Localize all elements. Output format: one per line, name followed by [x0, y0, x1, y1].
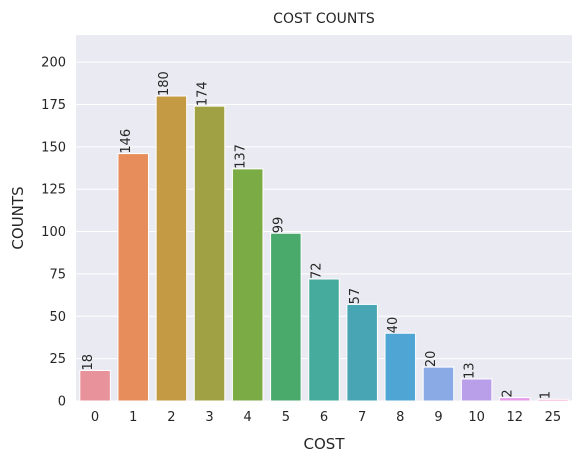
bar-1 [117, 153, 149, 402]
x-tick-label: 3 [205, 410, 213, 425]
data-label: 174 [195, 81, 210, 106]
chart-title: COST COUNTS [273, 11, 375, 27]
x-tick-label: 25 [545, 410, 562, 425]
y-axis-title: COUNTS [9, 186, 27, 249]
data-label: 137 [233, 144, 248, 169]
x-axis-title: COST [304, 435, 346, 453]
data-label: 180 [157, 71, 172, 96]
x-tick-label: 9 [434, 410, 442, 425]
bar-0 [79, 370, 111, 402]
data-label: 57 [348, 288, 363, 305]
y-tick-label: 0 [58, 395, 66, 410]
bar-12 [499, 397, 531, 402]
y-tick-label: 125 [41, 183, 66, 198]
x-tick-label: 8 [396, 410, 404, 425]
x-axis-ticks: 0 1 2 3 4 5 6 7 8 9 10 12 25 [91, 410, 561, 425]
y-tick-label: 75 [49, 267, 66, 282]
x-tick-label: 4 [244, 410, 252, 425]
data-label: 40 [386, 317, 401, 334]
x-tick-label: 10 [468, 410, 485, 425]
bar-2 [155, 95, 188, 402]
bar-7 [346, 303, 378, 402]
x-tick-label: 7 [358, 410, 366, 425]
y-tick-label: 175 [41, 98, 66, 113]
data-label: 99 [272, 217, 287, 234]
y-tick-label: 200 [41, 56, 66, 71]
data-label: 13 [462, 362, 477, 379]
bar-9 [422, 366, 455, 402]
data-label: 2 [501, 389, 516, 397]
x-tick-label: 12 [506, 410, 523, 425]
bar-10 [460, 378, 493, 402]
data-label: 18 [81, 354, 96, 371]
bar-8 [384, 332, 417, 402]
bar-3 [193, 105, 226, 402]
bar-6 [308, 278, 340, 402]
bars [79, 95, 569, 402]
data-label: 1 [539, 391, 554, 399]
bar-4 [231, 168, 264, 402]
bar-5 [270, 232, 302, 402]
y-tick-label: 25 [49, 352, 66, 367]
x-tick-label: 0 [91, 410, 99, 425]
y-tick-label: 100 [41, 225, 66, 240]
data-label: 20 [424, 351, 439, 368]
y-axis-ticks: 0 25 50 75 100 125 150 175 200 [41, 56, 66, 410]
x-tick-label: 5 [282, 410, 290, 425]
data-label: 146 [119, 129, 134, 154]
y-tick-label: 150 [41, 140, 66, 155]
bar-25 [537, 398, 569, 402]
x-tick-label: 1 [129, 410, 137, 425]
x-tick-label: 6 [320, 410, 328, 425]
data-label: 72 [310, 262, 325, 279]
y-tick-label: 50 [49, 310, 66, 325]
x-tick-label: 2 [167, 410, 175, 425]
data-labels: 18 146 180 174 137 99 72 57 40 20 13 2 1 [81, 71, 554, 399]
